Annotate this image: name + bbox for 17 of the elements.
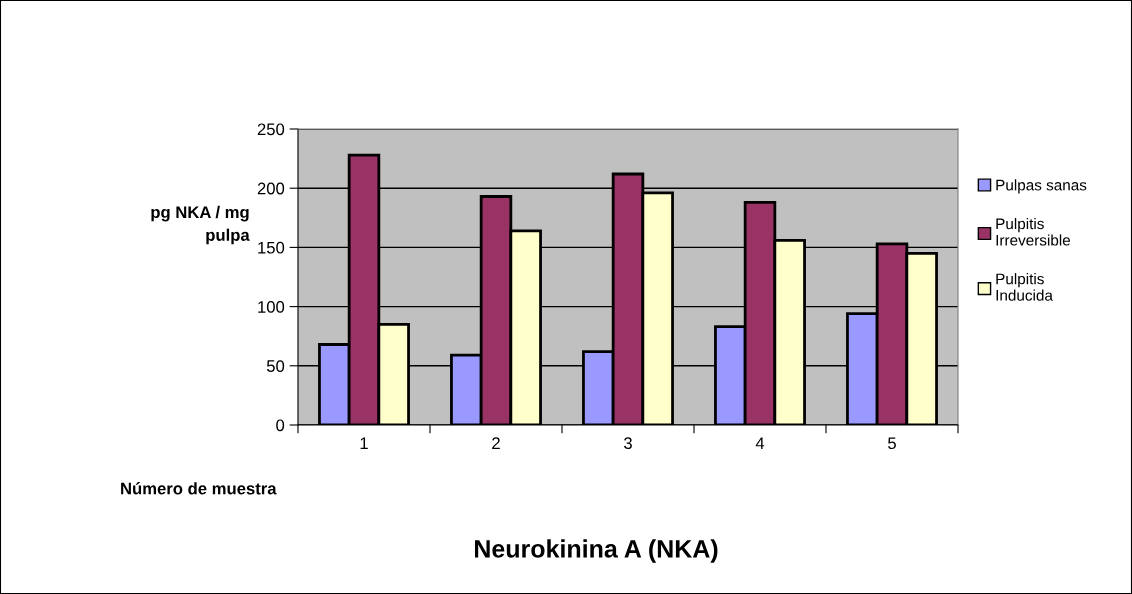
y-tick-label: 0 (276, 419, 285, 432)
y-tick-label: 150 (258, 241, 285, 254)
legend-label: Pulpas sanas (996, 179, 1087, 194)
legend-label: Pulpitis Irreversible (996, 217, 1071, 246)
text: Neurokinina A (NKA) (475, 539, 718, 563)
x-tick-label: 3 (624, 437, 632, 450)
y-tick-label: 200 (257, 182, 285, 195)
x-axis-title: Número de muestra (121, 482, 277, 495)
legend-label: Pulpitis Inducida (996, 273, 1053, 301)
y-tick-label: 250 (257, 123, 285, 136)
y-tick-label: 100 (258, 301, 285, 313)
x-tick-label: 5 (888, 437, 896, 450)
x-tick-label: 2 (492, 437, 500, 449)
y-tick-label: 50 (266, 360, 285, 372)
y-axis-title: pg NKA / mg pulpa (151, 205, 250, 245)
x-tick-label: 1 (360, 437, 368, 449)
x-tick-label: 4 (755, 437, 765, 449)
